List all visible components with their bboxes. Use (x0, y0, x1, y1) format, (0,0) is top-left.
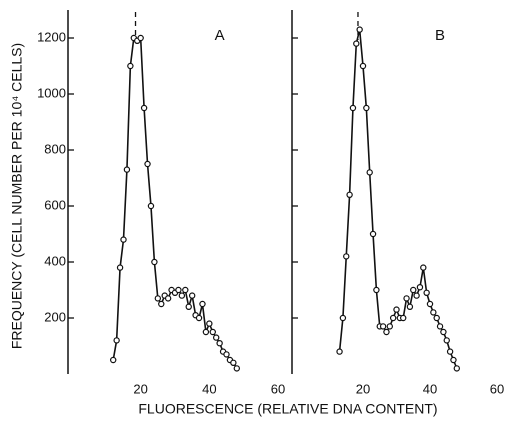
data-point (339, 314, 347, 322)
data-point (383, 328, 390, 336)
data-line (112, 36, 238, 369)
data-point (359, 62, 367, 70)
data-point (346, 191, 353, 198)
data-point (410, 286, 417, 294)
data-point (336, 348, 343, 355)
data-point (403, 295, 410, 302)
data-point (120, 236, 127, 243)
data-point (343, 253, 350, 260)
data-point (113, 337, 120, 344)
y-tick-label: 200 (44, 309, 66, 324)
data-point (406, 303, 414, 310)
data-point (195, 314, 203, 322)
y-tick-label: 400 (44, 253, 66, 268)
data-point (151, 258, 158, 266)
data-point (436, 323, 444, 330)
y-tick-label: 1000 (37, 85, 66, 100)
panel-label: B (435, 27, 445, 44)
data-point (216, 340, 223, 347)
data-point (185, 303, 192, 310)
data-point (363, 104, 370, 112)
data-point (123, 166, 131, 173)
data-point (440, 328, 447, 336)
y-axis-label: FREQUENCY (CELL NUMBER PER 10⁴ CELLS) (9, 43, 25, 349)
data-point (158, 300, 165, 308)
y-tick-label: 1200 (37, 29, 66, 44)
data-point (389, 314, 397, 322)
data-point (230, 359, 237, 366)
data-point (433, 314, 440, 322)
x-tick-label: 40 (202, 381, 216, 396)
data-point (393, 306, 400, 313)
x-tick-label: 40 (423, 381, 437, 396)
data-point (400, 314, 407, 322)
x-axis-label: FLUORESCENCE (RELATIVE DNA CONTENT) (138, 401, 437, 417)
data-point (178, 292, 186, 299)
data-point (443, 337, 450, 344)
data-point (154, 295, 162, 302)
data-point (386, 323, 393, 330)
data-point (147, 202, 155, 210)
data-point (223, 351, 230, 358)
data-point (450, 356, 457, 364)
data-point (109, 356, 117, 364)
data-point (379, 323, 387, 330)
data-point (420, 264, 427, 271)
data-point (137, 34, 144, 42)
data-point (116, 264, 124, 271)
data-point (140, 104, 148, 112)
data-point (373, 286, 380, 294)
data-point (356, 26, 363, 33)
x-tick-label: 60 (490, 381, 504, 396)
data-point (446, 348, 454, 355)
data-point (175, 286, 182, 294)
data-point (206, 320, 213, 327)
data-point (127, 62, 134, 70)
data-point (349, 104, 357, 112)
data-point (144, 160, 151, 168)
panel-label: A (215, 27, 225, 44)
data-point (430, 309, 437, 316)
data-point (202, 328, 210, 336)
data-point (353, 40, 360, 47)
data-point (413, 292, 420, 299)
data-point (369, 230, 377, 238)
data-point (164, 295, 172, 302)
data-point (182, 286, 189, 294)
x-tick-label: 60 (271, 381, 285, 396)
x-tick-label: 20 (356, 381, 370, 396)
y-tick-label: 800 (44, 141, 66, 156)
data-point (188, 292, 196, 299)
y-tick-label: 600 (44, 197, 66, 212)
x-tick-label: 20 (133, 381, 147, 396)
data-point (212, 334, 220, 341)
data-point (423, 289, 430, 296)
data-point (416, 284, 424, 291)
data-point (209, 328, 216, 336)
data-point (199, 300, 206, 308)
data-point (233, 365, 240, 372)
data-point (426, 300, 434, 308)
data-point (366, 169, 373, 176)
data-point (453, 365, 460, 372)
